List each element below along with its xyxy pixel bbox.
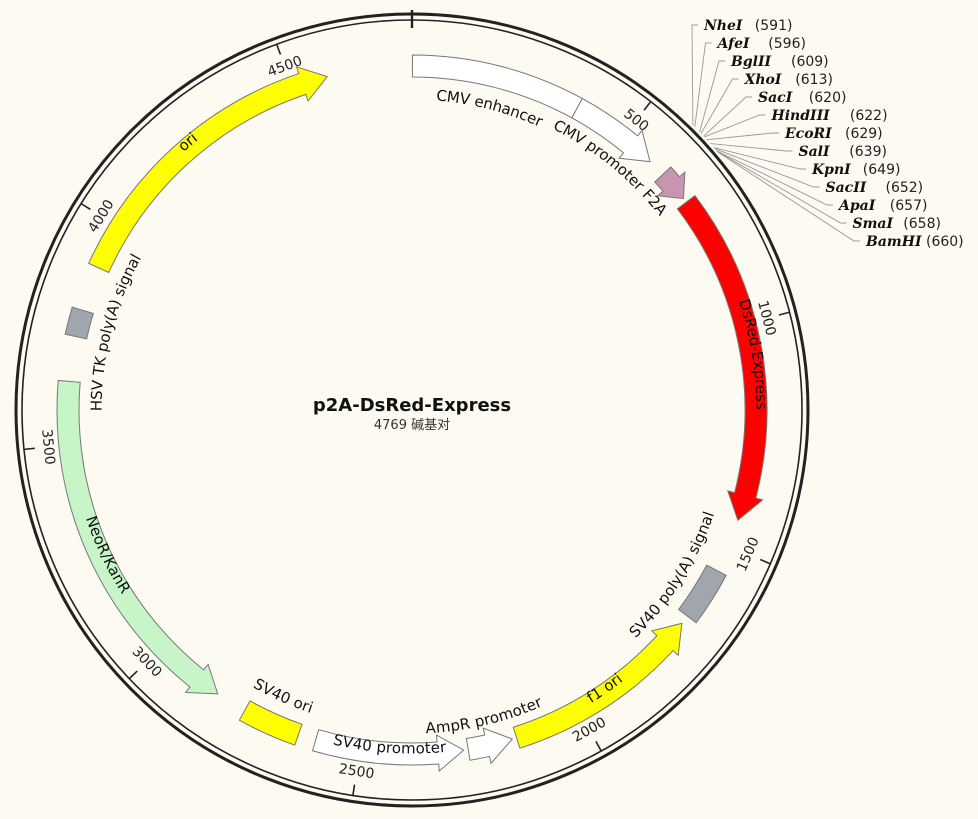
- plasmid-size: 4769 碱基对: [374, 418, 450, 433]
- feature-shape-hsv-tk-poly-a-signal[interactable]: [64, 306, 94, 340]
- enzyme-sacii[interactable]: SacII (652): [714, 148, 924, 196]
- feature-shape-f2a[interactable]: [654, 166, 686, 200]
- tick-4000: [80, 202, 91, 211]
- enzyme-position-sali: (639): [849, 144, 887, 160]
- enzyme-name-ecori: EcoRI: [784, 126, 832, 142]
- enzyme-name-afei: AfeI: [716, 36, 751, 52]
- enzyme-position-bglii: (609): [791, 54, 829, 70]
- enzyme-position-smai: (658): [903, 216, 941, 232]
- enzyme-position-apai: (657): [890, 198, 928, 214]
- enzyme-bglii[interactable]: BglII (609): [699, 54, 829, 133]
- enzyme-position-saci: (620): [809, 90, 847, 106]
- enzyme-connector-ecori: [706, 132, 779, 141]
- feature-shape-neor-kanr[interactable]: [56, 379, 219, 695]
- enzyme-connector-sali: [710, 143, 793, 152]
- enzyme-connector-saci: [703, 96, 752, 137]
- enzyme-name-hindiii: HindIII: [771, 108, 831, 124]
- feature-shape-ampr-promoter[interactable]: [465, 727, 514, 765]
- feature-shape-cmv-promoter[interactable]: [571, 97, 651, 163]
- restriction-site-layer: NheI (591)AfeI (596)BglII (609)XhoI (613)Sac…: [691, 18, 964, 250]
- tick-1500: [759, 558, 771, 565]
- backbone-ring: [14, 10, 810, 808]
- enzyme-apai[interactable]: ApaI (657): [716, 150, 928, 214]
- feature-shape-dsred-express[interactable]: [676, 194, 768, 522]
- enzyme-connector-kpni: [713, 147, 806, 170]
- feature-shape-sv40-poly-a-signal[interactable]: [677, 564, 727, 624]
- enzyme-name-nhei: NheI: [703, 18, 743, 34]
- enzyme-position-bamhi: (660): [926, 234, 964, 250]
- enzyme-connector-apai: [716, 150, 833, 206]
- tick-3500: [23, 447, 36, 451]
- enzyme-name-xhoi: XhoI: [744, 72, 782, 88]
- enzyme-connector-hindiii: [704, 114, 766, 138]
- feature-shape-sv40-ori[interactable]: [238, 700, 303, 746]
- enzyme-connector-afei: [694, 42, 712, 128]
- feature-shape-f1-ori[interactable]: [512, 622, 683, 749]
- enzyme-connector-sacii: [714, 148, 820, 188]
- enzyme-position-xhoi: (613): [795, 72, 833, 88]
- enzyme-sali[interactable]: SalI (639): [710, 143, 887, 160]
- enzyme-name-bglii: BglII: [730, 54, 771, 70]
- feature-shape-sv40-promoter[interactable]: [311, 729, 465, 772]
- enzyme-name-saci: SacI: [758, 90, 793, 106]
- tick-4500: [275, 43, 282, 55]
- enzyme-bamhi[interactable]: BamHI (660): [717, 151, 964, 250]
- enzyme-hindiii[interactable]: HindIII (622): [704, 108, 888, 138]
- enzyme-nhei[interactable]: NheI (591): [691, 18, 793, 126]
- enzyme-kpni[interactable]: KpnI (649): [713, 147, 901, 178]
- enzyme-connector-xhoi: [700, 78, 739, 134]
- enzyme-ecori[interactable]: EcoRI (629): [706, 126, 883, 142]
- enzyme-position-afei: (596): [768, 36, 806, 52]
- enzyme-afei[interactable]: AfeI (596): [694, 36, 806, 128]
- enzyme-connector-bglii: [699, 60, 725, 133]
- tick-500: [643, 101, 652, 111]
- tick-3000: [128, 670, 138, 680]
- enzyme-xhoi[interactable]: XhoI (613): [700, 72, 833, 134]
- enzyme-position-sacii: (652): [886, 180, 924, 196]
- enzyme-position-hindiii: (622): [850, 108, 888, 124]
- feature-shape-ori[interactable]: [88, 66, 329, 274]
- enzyme-name-apai: ApaI: [837, 198, 876, 214]
- enzyme-connector-bamhi: [717, 151, 860, 242]
- tick-2500: [352, 784, 356, 796]
- feature-ori[interactable]: ori: [88, 66, 329, 274]
- enzyme-name-bamhi: BamHI: [865, 234, 922, 250]
- enzyme-name-sali: SalI: [799, 144, 831, 160]
- tick-label-3500: 3500: [38, 428, 58, 465]
- enzyme-name-sacii: SacII: [826, 180, 867, 196]
- tick-label-2500: 2500: [338, 761, 376, 782]
- enzyme-connector-nhei: [691, 24, 698, 126]
- enzyme-saci[interactable]: SacI (620): [703, 90, 847, 137]
- enzyme-connector-smai: [716, 150, 847, 224]
- tick-1000: [778, 311, 790, 316]
- enzyme-position-kpni: (649): [863, 162, 901, 178]
- tick-2000: [595, 741, 602, 752]
- enzyme-smai[interactable]: SmaI (658): [716, 150, 941, 232]
- enzyme-name-smai: SmaI: [853, 216, 894, 232]
- plasmid-title: p2A-DsRed-Express: [313, 395, 511, 416]
- enzyme-position-ecori: (629): [845, 126, 883, 142]
- enzyme-position-nhei: (591): [755, 18, 793, 34]
- enzyme-name-kpni: KpnI: [811, 162, 851, 178]
